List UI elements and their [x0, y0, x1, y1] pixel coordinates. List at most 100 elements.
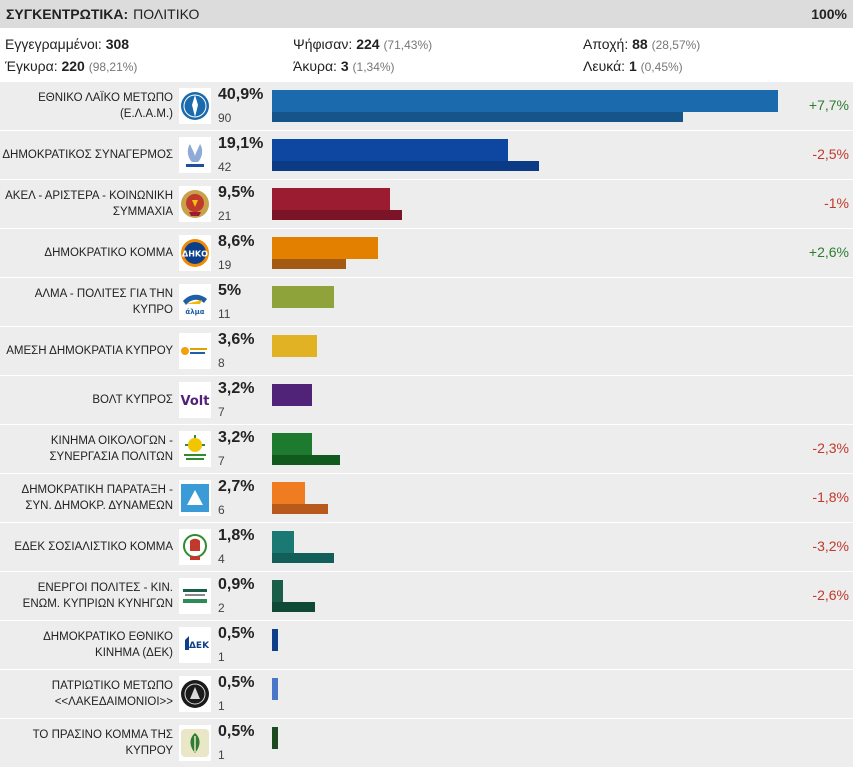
stat-registered-label: Εγγεγραμμένοι: — [5, 36, 102, 52]
party-change: -2,5% — [812, 146, 849, 162]
party-name: ΔΗΜΟΚΡΑΤΙΚΟ ΚΟΜΜΑ — [44, 247, 173, 259]
energoi-icon — [179, 578, 211, 614]
party-votes: 2 — [218, 601, 225, 615]
counted-percent: 100% — [811, 6, 847, 22]
party-percent: 5% — [218, 282, 242, 299]
stat-valid-value: 220 — [61, 58, 85, 74]
party-change: -2,3% — [812, 440, 849, 456]
party-row: ΑΚΕΛ - ΑΡΙΣΤΕΡΑ - ΚΟΙΝΩΝΙΚΗ ΣΥΜΜΑΧΙΑ 9,5%… — [0, 180, 853, 229]
stat-valid-pct: (98,21%) — [88, 60, 138, 74]
stat-valid: Έγκυρα: 220 (98,21%) — [5, 58, 137, 74]
stat-registered: Εγγεγραμμένοι: 308 — [5, 36, 129, 52]
party-results-chart: ΕΘΝΙΚΟ ΛΑΪΚΟ ΜΕΤΩΠΟ (Ε.Λ.Α.Μ.) 40,9% 90 +7,… — [0, 82, 853, 768]
party-name: ΑΚΕΛ - ΑΡΙΣΤΕΡΑ - ΚΟΙΝΩΝΙΚΗ ΣΥΜΜΑΧΙΑ — [5, 190, 173, 218]
amesi-icon — [179, 333, 211, 369]
party-votes: 6 — [218, 503, 225, 517]
party-row: ΕΘΝΙΚΟ ΛΑΪΚΟ ΜΕΤΩΠΟ (Ε.Λ.Α.Μ.) 40,9% 90 +7,… — [0, 82, 853, 131]
party-votes: 42 — [218, 160, 232, 174]
stat-invalid-pct: (1,34%) — [352, 60, 395, 74]
party-votes: 7 — [218, 454, 225, 468]
party-row: ΚΙΝΗΜΑ ΟΙΚΟΛΟΓΩΝ - ΣΥΝΕΡΓΑΣΙΑ ΠΟΛΙΤΩΝ 3,2… — [0, 425, 853, 474]
dek-icon: ΔΕΚ — [179, 627, 211, 663]
party-change: -3,2% — [812, 538, 849, 554]
disy-icon — [179, 137, 211, 173]
stat-abstention-label: Αποχή: — [583, 36, 629, 52]
stat-invalid-label: Άκυρα: — [293, 58, 337, 74]
party-votes: 7 — [218, 405, 225, 419]
party-percent: 0,5% — [218, 723, 255, 740]
stat-abstention-value: 88 — [632, 36, 648, 52]
party-change: -1% — [824, 195, 849, 211]
bar-current — [272, 237, 378, 259]
bar-current — [272, 531, 294, 553]
stat-valid-label: Έγκυρα: — [5, 58, 58, 74]
party-row: ΑΜΕΣΗ ΔΗΜΟΚΡΑΤΙΑ ΚΥΠΡΟΥ 3,6% 8 — [0, 327, 853, 376]
stat-invalid: Άκυρα: 3 (1,34%) — [293, 58, 395, 74]
turnout-stats: Εγγεγραμμένοι: 308 Ψήφισαν: 224 (71,43%)… — [0, 28, 853, 82]
party-name: ΕΝΕΡΓΟΙ ΠΟΛΙΤΕΣ - ΚΙΝ. ΕΝΩΜ. ΚΥΠΡΙΩΝ ΚΥΝ… — [22, 582, 173, 610]
party-percent: 8,6% — [218, 233, 255, 250]
bar-previous — [272, 602, 315, 612]
party-percent: 2,7% — [218, 478, 255, 495]
bar-current — [272, 286, 334, 308]
volt-icon: Volt — [179, 382, 211, 418]
svg-text:ΔΗΚΟ: ΔΗΚΟ — [182, 250, 208, 259]
party-name: ΔΗΜΟΚΡΑΤΙΚΟΣ ΣΥΝΑΓΕΡΜΟΣ — [2, 149, 173, 161]
bar-previous — [272, 455, 340, 465]
party-name: ΔΗΜΟΚΡΑΤΙΚΟ ΕΘΝΙΚΟ ΚΙΝΗΜΑ (ΔΕΚ) — [43, 631, 173, 659]
party-percent: 3,6% — [218, 331, 255, 348]
header-label: ΣΥΓΚΕΝΤΡΩΤΙΚΑ: — [6, 6, 129, 22]
bar-current — [272, 335, 317, 357]
party-percent: 1,8% — [218, 527, 255, 544]
stat-abstention-pct: (28,57%) — [651, 38, 701, 52]
party-votes: 21 — [218, 209, 232, 223]
party-name: ΔΗΜΟΚΡΑΤΙΚΗ ΠΑΡΑΤΑΞΗ - ΣΥΝ. ΔΗΜΟΚΡ. ΔΥΝΑ… — [21, 484, 173, 512]
stat-blank-pct: (0,45%) — [640, 60, 683, 74]
party-percent: 19,1% — [218, 135, 264, 152]
stat-voted: Ψήφισαν: 224 (71,43%) — [293, 36, 432, 52]
bar-current — [272, 678, 278, 700]
stat-registered-value: 308 — [105, 36, 130, 52]
party-percent: 0,5% — [218, 625, 255, 642]
stat-blank-value: 1 — [628, 58, 637, 74]
party-votes: 1 — [218, 748, 225, 762]
green-party-icon — [179, 725, 211, 761]
party-row: ΕΔΕΚ ΣΟΣΙΑΛΙΣΤΙΚΟ ΚΟΜΜΑ 1,8% 4 -3,2% — [0, 523, 853, 572]
results-header: ΣΥΓΚΕΝΤΡΩΤΙΚΑ: ΠΟΛΙΤΙΚΟ 100% — [0, 0, 853, 28]
party-change: +2,6% — [808, 244, 849, 260]
party-percent: 0,5% — [218, 674, 255, 691]
bar-current — [272, 629, 278, 651]
party-votes: 11 — [218, 307, 231, 321]
party-votes: 8 — [218, 356, 225, 370]
party-row: ΕΝΕΡΓΟΙ ΠΟΛΙΤΕΣ - ΚΙΝ. ΕΝΩΜ. ΚΥΠΡΙΩΝ ΚΥΝ… — [0, 572, 853, 621]
header-type: ΠΟΛΙΤΙΚΟ — [133, 6, 200, 22]
bar-current — [272, 139, 508, 161]
bar-current — [272, 580, 283, 602]
party-row: ΤΟ ΠΡΑΣΙΝΟ ΚΟΜΜΑ ΤΗΣ ΚΥΠΡΟΥ 0,5% 1 — [0, 719, 853, 768]
stat-voted-pct: (71,43%) — [383, 38, 433, 52]
stat-voted-label: Ψήφισαν: — [293, 36, 353, 52]
svg-text:άλμα: άλμα — [185, 308, 204, 316]
bar-current — [272, 384, 312, 406]
bar-previous — [272, 161, 539, 171]
party-name: ΤΟ ΠΡΑΣΙΝΟ ΚΟΜΜΑ ΤΗΣ ΚΥΠΡΟΥ — [32, 729, 173, 757]
party-row: ΒΟΛΤ ΚΥΠΡΟΣ Volt 3,2% 7 — [0, 376, 853, 425]
diko-icon: ΔΗΚΟ — [179, 235, 211, 271]
party-votes: 4 — [218, 552, 225, 566]
party-name: ΚΙΝΗΜΑ ΟΙΚΟΛΟΓΩΝ - ΣΥΝΕΡΓΑΣΙΑ ΠΟΛΙΤΩΝ — [49, 435, 173, 463]
dipa-icon — [179, 480, 211, 516]
svg-text:Volt: Volt — [181, 394, 210, 409]
party-votes: 90 — [218, 111, 232, 125]
party-percent: 0,9% — [218, 576, 255, 593]
stat-invalid-value: 3 — [340, 58, 349, 74]
bar-current — [272, 188, 390, 210]
party-votes: 1 — [218, 699, 225, 713]
stat-abstention: Αποχή: 88 (28,57%) — [583, 36, 700, 52]
ecologists-icon — [179, 431, 211, 467]
stat-blank: Λευκά: 1 (0,45%) — [583, 58, 683, 74]
party-votes: 1 — [218, 650, 225, 664]
edek-icon — [179, 529, 211, 565]
party-row: ΑΛΜΑ - ΠΟΛΙΤΕΣ ΓΙΑ ΤΗΝ ΚΥΠΡΟ άλμα 5% 11 — [0, 278, 853, 327]
party-name: ΒΟΛΤ ΚΥΠΡΟΣ — [92, 394, 173, 406]
svg-text:ΔΕΚ: ΔΕΚ — [189, 641, 210, 651]
